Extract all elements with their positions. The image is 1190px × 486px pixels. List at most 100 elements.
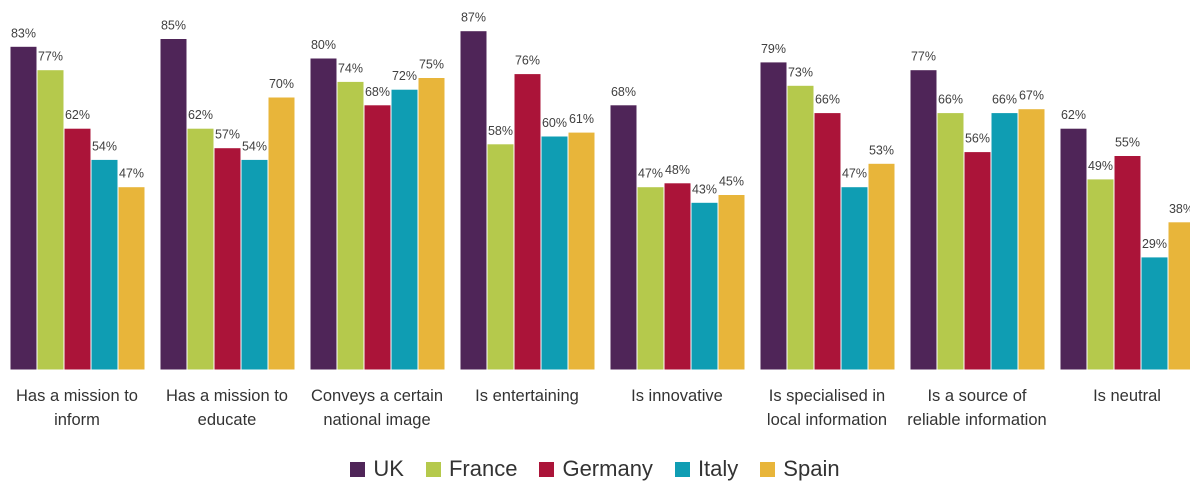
value-label: 66% bbox=[992, 93, 1017, 107]
value-label: 62% bbox=[188, 108, 213, 122]
legend-item: Italy bbox=[674, 456, 739, 482]
value-label: 77% bbox=[38, 50, 63, 64]
bar bbox=[1017, 108, 1046, 371]
legend-swatch bbox=[539, 461, 555, 477]
legend: UK France Germany Italy Spain bbox=[0, 456, 1190, 482]
legend-swatch bbox=[760, 461, 776, 477]
bar bbox=[90, 158, 119, 371]
bar bbox=[840, 186, 869, 371]
bar bbox=[240, 158, 269, 371]
legend-label: Germany bbox=[562, 456, 653, 481]
bar bbox=[1167, 221, 1190, 371]
value-label: 29% bbox=[1142, 237, 1167, 251]
bar bbox=[936, 112, 965, 371]
legend-swatch bbox=[350, 461, 366, 477]
bar bbox=[567, 131, 596, 371]
bar bbox=[267, 96, 296, 371]
x-tick-label: Is innovative bbox=[631, 387, 723, 405]
value-label: 85% bbox=[161, 19, 186, 33]
bar bbox=[309, 57, 338, 371]
bar bbox=[540, 135, 569, 371]
value-label: 38% bbox=[1169, 202, 1190, 216]
value-label: 43% bbox=[692, 182, 717, 196]
value-label: 45% bbox=[719, 175, 744, 189]
value-label: 58% bbox=[488, 124, 513, 138]
x-tick-label: Has a mission to educate bbox=[166, 387, 288, 429]
x-tick-label: Is specialised in local information bbox=[766, 387, 888, 429]
bar bbox=[663, 182, 692, 371]
legend-label: Spain bbox=[783, 456, 840, 481]
legend-label: France bbox=[448, 456, 518, 481]
value-label: 79% bbox=[761, 42, 786, 56]
x-tick-label: Is entertaining bbox=[475, 387, 579, 405]
legend-swatch bbox=[425, 461, 441, 477]
bar bbox=[459, 30, 488, 371]
bar bbox=[813, 112, 842, 371]
legend-item: Spain bbox=[760, 456, 840, 482]
value-label: 56% bbox=[965, 132, 990, 146]
value-label: 47% bbox=[842, 167, 867, 181]
bar bbox=[1086, 178, 1115, 371]
value-label: 83% bbox=[11, 26, 36, 40]
value-label: 62% bbox=[65, 108, 90, 122]
bar bbox=[909, 69, 938, 371]
value-label: 49% bbox=[1088, 159, 1113, 173]
value-label: 87% bbox=[461, 11, 486, 25]
bar bbox=[1113, 155, 1142, 371]
bar bbox=[336, 80, 365, 371]
bar bbox=[990, 112, 1019, 371]
value-label: 72% bbox=[392, 69, 417, 83]
value-label: 70% bbox=[269, 77, 294, 91]
value-label: 47% bbox=[119, 167, 144, 181]
bar bbox=[486, 143, 515, 371]
bar bbox=[117, 186, 146, 371]
value-label: 77% bbox=[911, 50, 936, 64]
bar bbox=[717, 194, 746, 371]
bar bbox=[417, 77, 446, 371]
value-label: 67% bbox=[1019, 89, 1044, 103]
value-label: 73% bbox=[788, 65, 813, 79]
value-label: 55% bbox=[1115, 136, 1140, 150]
value-label: 57% bbox=[215, 128, 240, 142]
bar bbox=[867, 162, 896, 371]
bar bbox=[636, 186, 665, 371]
bar bbox=[159, 38, 188, 371]
bar bbox=[186, 127, 215, 371]
bar bbox=[363, 104, 392, 371]
value-label: 76% bbox=[515, 54, 540, 68]
value-label: 74% bbox=[338, 61, 363, 75]
value-label: 53% bbox=[869, 143, 894, 157]
bar bbox=[759, 61, 788, 371]
bar bbox=[1059, 127, 1088, 371]
legend-swatch bbox=[674, 461, 690, 477]
value-label: 75% bbox=[419, 58, 444, 72]
value-label: 66% bbox=[815, 93, 840, 107]
value-label: 54% bbox=[242, 139, 267, 153]
x-tick-label: Has a mission to inform bbox=[16, 387, 138, 429]
bar bbox=[513, 73, 542, 371]
legend-item: Germany bbox=[539, 456, 653, 482]
x-tick-label: Conveys a certain national image bbox=[310, 387, 444, 429]
bar bbox=[9, 45, 38, 371]
bar bbox=[609, 104, 638, 371]
legend-item: France bbox=[425, 456, 518, 482]
legend-label: Italy bbox=[697, 456, 739, 481]
value-label: 47% bbox=[638, 167, 663, 181]
bar bbox=[213, 147, 242, 371]
value-label: 68% bbox=[365, 85, 390, 99]
value-label: 66% bbox=[938, 93, 963, 107]
bar bbox=[1140, 256, 1169, 371]
bar bbox=[63, 127, 92, 371]
value-label: 61% bbox=[569, 112, 594, 126]
value-label: 62% bbox=[1061, 108, 1086, 122]
x-tick-label: Is a source of reliable information bbox=[907, 387, 1047, 429]
bar bbox=[786, 84, 815, 371]
bar bbox=[963, 151, 992, 371]
value-label: 48% bbox=[665, 163, 690, 177]
value-label: 60% bbox=[542, 116, 567, 130]
value-label: 80% bbox=[311, 38, 336, 52]
legend-label: UK bbox=[373, 456, 404, 481]
bar bbox=[390, 88, 419, 371]
